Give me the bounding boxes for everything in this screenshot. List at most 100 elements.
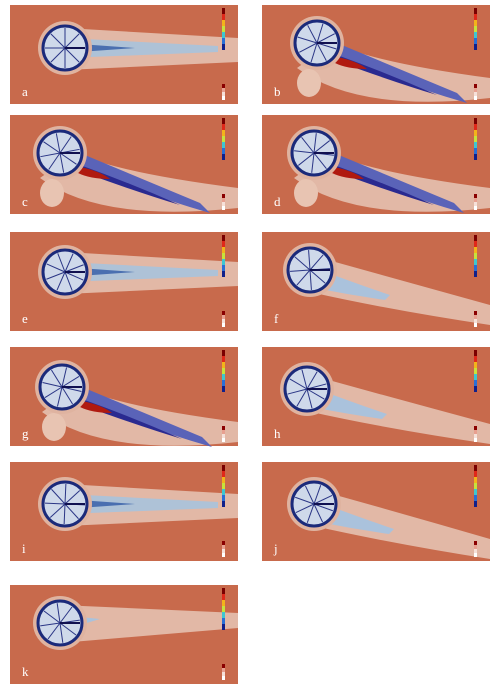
colorbar2-segment <box>474 541 477 545</box>
colorbar2-segment <box>474 206 477 210</box>
panels-canvas: abcdefghijk <box>0 0 491 686</box>
colorbar-segment <box>222 477 225 483</box>
colorbar-segment <box>222 600 225 606</box>
colorbar2-segment <box>222 545 225 549</box>
colorbar-segment <box>474 118 477 124</box>
colorbar-segment <box>222 124 225 130</box>
colorbar-segment <box>474 142 477 148</box>
panel-label: g <box>22 426 29 441</box>
colorbar2-segment <box>222 676 225 680</box>
colorbar-segment <box>474 247 477 253</box>
colorbar2-segment <box>222 88 225 92</box>
colorbar2-segment <box>222 206 225 210</box>
colorbar2-segment <box>222 549 225 553</box>
panel: d <box>262 115 490 214</box>
panel-label: e <box>22 311 28 326</box>
colorbar-segment <box>222 483 225 489</box>
colorbar-segment <box>222 14 225 20</box>
colorbar-segment <box>222 374 225 380</box>
panel: g <box>10 347 238 447</box>
colorbar2-segment <box>474 434 477 438</box>
colorbar2-segment <box>222 438 225 442</box>
colorbar2-segment <box>222 315 225 319</box>
colorbar-segment <box>222 386 225 392</box>
colorbar2-segment <box>222 198 225 202</box>
colorbar-segment <box>474 386 477 392</box>
panel: h <box>262 347 490 446</box>
colorbar-segment <box>474 32 477 38</box>
colorbar-segment <box>474 265 477 271</box>
colorbar-segment <box>222 130 225 136</box>
panel-label: c <box>22 194 28 209</box>
colorbar-segment <box>222 241 225 247</box>
colorbar2-segment <box>222 541 225 545</box>
colorbar2-segment <box>474 430 477 434</box>
colorbar-segment <box>474 44 477 50</box>
colorbar2-segment <box>222 426 225 430</box>
colorbar-segment <box>474 350 477 356</box>
colorbar-segment <box>222 44 225 50</box>
colorbar-segment <box>222 356 225 362</box>
colorbar2-segment <box>474 194 477 198</box>
colorbar2-segment <box>222 668 225 672</box>
colorbar-segment <box>474 471 477 477</box>
colorbar-segment <box>222 465 225 471</box>
colorbar-segment <box>474 154 477 160</box>
colorbar2-segment <box>222 92 225 96</box>
colorbar-segment <box>474 477 477 483</box>
colorbar-segment <box>222 142 225 148</box>
colorbar-segment <box>222 624 225 630</box>
panel-label: h <box>274 426 281 441</box>
panel: k <box>10 585 238 684</box>
colorbar2-segment <box>222 430 225 434</box>
panel: a <box>10 5 238 104</box>
colorbar-segment <box>474 271 477 277</box>
colorbar-segment <box>222 259 225 265</box>
panel: b <box>262 5 490 104</box>
colorbar-segment <box>222 118 225 124</box>
colorbar-segment <box>222 20 225 26</box>
figure: abcdefghijk <box>0 0 491 686</box>
colorbar2-segment <box>474 311 477 315</box>
colorbar-segment <box>222 247 225 253</box>
side-lobe <box>294 179 318 207</box>
colorbar2-segment <box>474 92 477 96</box>
colorbar-segment <box>474 14 477 20</box>
colorbar-segment <box>474 368 477 374</box>
colorbar-segment <box>222 8 225 14</box>
colorbar-segment <box>222 26 225 32</box>
colorbar2-segment <box>474 96 477 100</box>
panel-label: a <box>22 84 28 99</box>
colorbar-segment <box>474 489 477 495</box>
colorbar2-segment <box>474 202 477 206</box>
colorbar2-segment <box>222 672 225 676</box>
colorbar-segment <box>474 136 477 142</box>
panel-label: b <box>274 84 281 99</box>
colorbar-segment <box>474 235 477 241</box>
colorbar-segment <box>222 154 225 160</box>
colorbar-segment <box>222 235 225 241</box>
panel-label: d <box>274 194 281 209</box>
colorbar2-segment <box>474 323 477 327</box>
colorbar-segment <box>474 483 477 489</box>
colorbar-segment <box>474 38 477 44</box>
colorbar2-segment <box>474 545 477 549</box>
colorbar2-segment <box>222 434 225 438</box>
colorbar-segment <box>474 259 477 265</box>
colorbar2-segment <box>474 315 477 319</box>
colorbar-segment <box>474 124 477 130</box>
colorbar-segment <box>474 148 477 154</box>
colorbar-segment <box>222 38 225 44</box>
colorbar2-segment <box>222 323 225 327</box>
colorbar2-segment <box>222 194 225 198</box>
colorbar2-segment <box>474 84 477 88</box>
panel-label: f <box>274 311 279 326</box>
colorbar2-segment <box>222 202 225 206</box>
colorbar-segment <box>222 612 225 618</box>
colorbar-segment <box>474 501 477 507</box>
colorbar-segment <box>474 26 477 32</box>
colorbar-segment <box>222 501 225 507</box>
panel: f <box>262 232 490 331</box>
colorbar2-segment <box>222 553 225 557</box>
colorbar-segment <box>222 489 225 495</box>
